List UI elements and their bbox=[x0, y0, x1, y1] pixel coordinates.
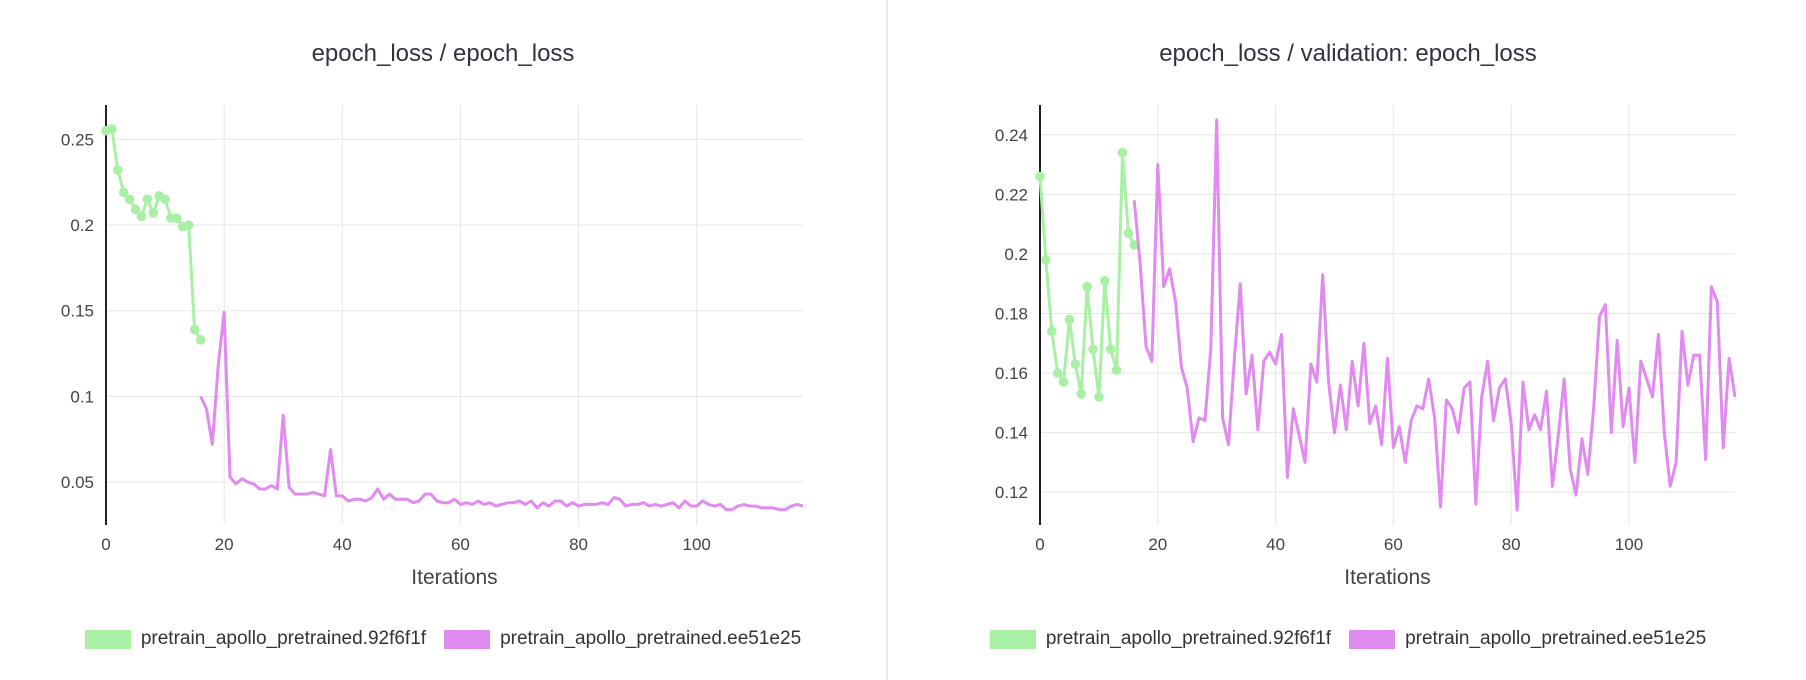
y-tick-label: 0.05 bbox=[61, 473, 94, 492]
legend-label: pretrain_apollo_pretrained.92f6f1f bbox=[1045, 628, 1332, 649]
data-point bbox=[107, 124, 117, 134]
data-point bbox=[195, 335, 206, 345]
data-point bbox=[113, 165, 123, 175]
x-tick-label: 0 bbox=[101, 535, 110, 554]
legend-item[interactable]: pretrain_apollo_pretrained.92f6f1f bbox=[989, 628, 1332, 650]
legend-swatch bbox=[1349, 629, 1396, 649]
data-point bbox=[1076, 389, 1087, 399]
y-tick-label: 0.18 bbox=[995, 305, 1028, 324]
y-tick-label: 0.25 bbox=[61, 130, 94, 149]
data-point bbox=[136, 211, 147, 222]
data-point bbox=[1058, 377, 1069, 387]
x-tick-label: 20 bbox=[215, 535, 234, 554]
y-tick-label: 0.12 bbox=[995, 483, 1028, 502]
x-axis-title: Iterations bbox=[1344, 566, 1430, 589]
data-point bbox=[1064, 314, 1075, 325]
legend-swatch bbox=[444, 629, 491, 649]
chart-title: epoch_loss / epoch_loss bbox=[311, 40, 575, 67]
x-axis-title: Iterations bbox=[411, 566, 497, 589]
legend-item[interactable]: pretrain_apollo_pretrained.92f6f1f bbox=[84, 628, 427, 650]
y-tick-label: 0.14 bbox=[995, 424, 1028, 443]
data-point bbox=[1105, 344, 1116, 355]
x-tick-label: 60 bbox=[451, 535, 470, 554]
data-point bbox=[1052, 368, 1063, 378]
data-point bbox=[1041, 255, 1051, 265]
x-tick-label: 60 bbox=[1384, 535, 1403, 554]
data-point bbox=[1094, 392, 1104, 402]
y-tick-label: 0.2 bbox=[70, 216, 94, 235]
line-chart[interactable]: 0 20 40 60 80 100 0.12 0.14 0.16 0.18 0.2 0.22 0.24 I… bbox=[890, 0, 1806, 620]
data-point bbox=[1046, 326, 1057, 337]
data-point bbox=[1082, 281, 1092, 292]
data-point bbox=[1123, 228, 1134, 238]
legend-label: pretrain_apollo_pretrained.ee51e25 bbox=[500, 628, 802, 649]
data-point bbox=[124, 194, 135, 205]
data-point bbox=[172, 213, 182, 223]
x-tick-label: 40 bbox=[1266, 535, 1285, 554]
data-point bbox=[1111, 365, 1122, 375]
x-tick-label: 100 bbox=[682, 535, 710, 554]
data-point bbox=[1070, 359, 1081, 369]
data-point bbox=[189, 324, 200, 335]
data-point bbox=[148, 208, 159, 218]
chart-panel-right: epoch_loss / validation: epoch_loss 0 20 4… bbox=[890, 0, 1806, 680]
data-point bbox=[142, 194, 153, 205]
y-tick-label: 0.15 bbox=[61, 302, 94, 321]
chart-title: epoch_loss / validation: epoch_loss bbox=[1159, 40, 1537, 67]
data-point bbox=[1088, 344, 1098, 355]
line-chart[interactable]: 0 20 40 60 80 100 0.05 0.1 0.15 0.2 0.25 Iterations bbox=[0, 0, 886, 620]
y-tick-label: 0.16 bbox=[995, 364, 1028, 383]
legend-label: pretrain_apollo_pretrained.ee51e25 bbox=[1405, 628, 1707, 649]
data-point bbox=[160, 194, 170, 205]
legend-item[interactable]: pretrain_apollo_pretrained.ee51e25 bbox=[444, 628, 801, 650]
legend: pretrain_apollo_pretrained.92f6f1f pretr… bbox=[0, 628, 886, 650]
legend-swatch bbox=[989, 629, 1036, 649]
x-tick-label: 0 bbox=[1035, 535, 1044, 554]
panel-divider bbox=[886, 0, 888, 680]
y-tick-label: 0.22 bbox=[995, 185, 1028, 204]
x-tick-label: 20 bbox=[1148, 535, 1167, 554]
series-line-1 bbox=[1038, 151, 1136, 399]
y-tick-label: 0.1 bbox=[70, 387, 94, 406]
x-tick-label: 80 bbox=[569, 535, 588, 554]
x-tick-label: 80 bbox=[1502, 535, 1521, 554]
data-point bbox=[118, 187, 129, 198]
legend-swatch bbox=[84, 629, 131, 649]
y-tick-label: 0.2 bbox=[1004, 245, 1028, 264]
data-point bbox=[1035, 171, 1045, 182]
chart-panel-left: epoch_loss / epoch_loss 0 20 40 60 80 100 0.05… bbox=[0, 0, 886, 680]
y-tick-label: 0.24 bbox=[995, 126, 1028, 145]
x-tick-label: 100 bbox=[1615, 535, 1643, 554]
legend-item[interactable]: pretrain_apollo_pretrained.ee51e25 bbox=[1349, 628, 1706, 650]
legend-label: pretrain_apollo_pretrained.92f6f1f bbox=[140, 628, 427, 649]
x-tick-label: 40 bbox=[333, 535, 352, 554]
data-point bbox=[1117, 147, 1128, 158]
series-line-2 bbox=[1132, 118, 1737, 512]
data-point bbox=[1099, 275, 1110, 286]
legend: pretrain_apollo_pretrained.92f6f1f pretr… bbox=[890, 628, 1806, 650]
series-line-2 bbox=[199, 310, 804, 512]
data-point bbox=[183, 220, 194, 230]
data-point bbox=[130, 204, 141, 215]
series-line-1 bbox=[105, 127, 202, 341]
data-point bbox=[1129, 240, 1140, 250]
